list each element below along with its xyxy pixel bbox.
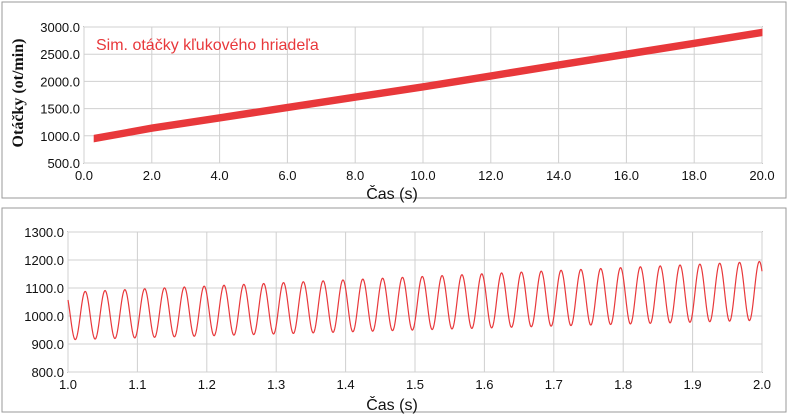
y-tick-label: 1100.0 <box>25 281 64 296</box>
y-tick-label: 2500.0 <box>40 47 80 62</box>
x-tick-label: 10.0 <box>410 168 435 183</box>
series-group <box>67 260 763 341</box>
x-tick-labels: 1.0 1.1 1.2 1.3 1.4 1.5 1.6 1.7 1.8 1.9 2.0 <box>59 377 771 392</box>
y-tick-labels: 500.0 1000.0 1500.0 2000.0 2500.0 3000.0 <box>40 20 80 171</box>
x-tick-label: 1.1 <box>128 377 146 392</box>
y-tick-label: 3000.0 <box>40 20 80 35</box>
chart-panel-top: 500.0 1000.0 1500.0 2000.0 2500.0 3000.0 0.0 2… <box>1 1 787 203</box>
x-tick-label: 20.0 <box>749 168 774 183</box>
x-tick-label: 1.2 <box>198 377 216 392</box>
x-tick-label: 0.0 <box>75 168 93 183</box>
y-tick-label: 1200.0 <box>24 253 64 268</box>
x-axis-title: Čas (s) <box>366 184 418 203</box>
series-group <box>93 28 763 143</box>
y-tick-label: 1000.0 <box>40 129 80 144</box>
x-tick-label: 1.7 <box>545 377 563 392</box>
x-tick-label: 16.0 <box>614 168 639 183</box>
x-tick-label: 1.9 <box>684 377 702 392</box>
y-tick-label: 2000.0 <box>40 74 80 89</box>
x-tick-label: 6.0 <box>278 168 296 183</box>
x-tick-label: 1.6 <box>475 377 493 392</box>
x-tick-label: 1.5 <box>406 377 424 392</box>
y-tick-label: 1000.0 <box>24 309 64 324</box>
y-tick-label: 900.0 <box>31 337 64 352</box>
y-tick-label: 1300.0 <box>24 225 64 240</box>
y-tick-label: 1500.0 <box>40 102 80 117</box>
y-axis-title: Otáčky (ot/min) <box>10 39 27 148</box>
x-tick-label: 1.8 <box>614 377 632 392</box>
y-tick-label: 800.0 <box>31 365 64 380</box>
x-tick-label: 2.0 <box>753 377 771 392</box>
y-tick-label: 500.0 <box>47 156 80 171</box>
x-tick-label: 4.0 <box>211 168 229 183</box>
legend-entry: Sim. otáčky kľukového hriadeľa <box>96 37 319 54</box>
grid <box>67 231 763 373</box>
x-tick-label: 8.0 <box>346 168 364 183</box>
x-axis-title: Čas (s) <box>366 395 418 414</box>
x-tick-label: 1.3 <box>267 377 285 392</box>
x-tick-label: 2.0 <box>143 168 161 183</box>
series-line <box>67 260 763 341</box>
y-tick-labels: 800.0 900.0 1000.0 1100.0 1200.0 1300.0 <box>24 225 64 380</box>
series-band <box>93 28 763 143</box>
x-tick-label: 14.0 <box>546 168 571 183</box>
x-tick-labels: 0.0 2.0 4.0 6.0 8.0 10.0 12.0 14.0 16.0 18.0 20.0 <box>75 168 775 183</box>
x-tick-label: 18.0 <box>682 168 707 183</box>
x-tick-label: 12.0 <box>478 168 503 183</box>
x-tick-label: 1.4 <box>337 377 355 392</box>
x-tick-label: 1.0 <box>59 377 77 392</box>
